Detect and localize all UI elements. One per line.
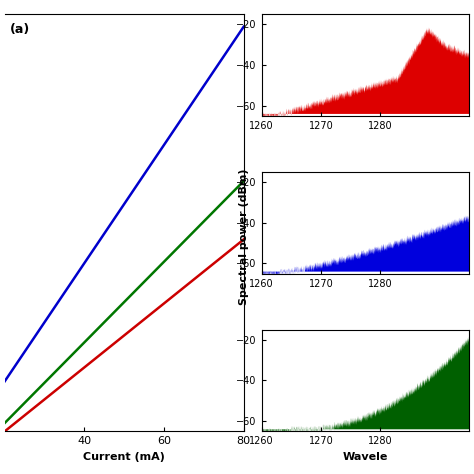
Text: (a): (a)	[9, 23, 30, 36]
Text: Spectral power (dBm): Spectral power (dBm)	[239, 169, 249, 305]
X-axis label: Current (mA): Current (mA)	[83, 452, 165, 462]
X-axis label: Wavele: Wavele	[343, 452, 388, 462]
